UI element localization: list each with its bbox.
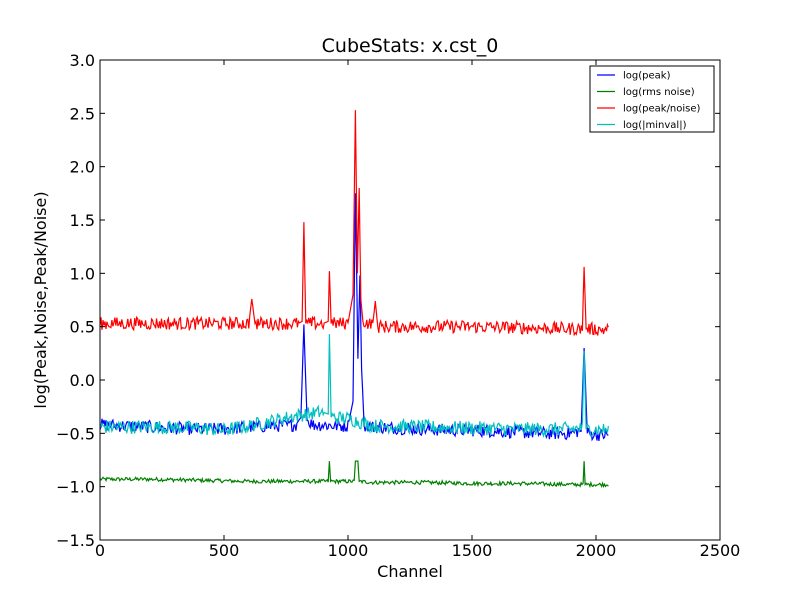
legend-label: log(rms noise) <box>623 87 695 98</box>
series-line-3 <box>99 334 609 439</box>
y-tick-label: −0.5 <box>56 424 95 443</box>
plot-frame <box>99 59 721 541</box>
x-axis-label: Channel <box>377 562 443 581</box>
y-axis-label: log(Peak,Noise,Peak/Noise) <box>31 191 50 408</box>
chart-title: CubeStats: x.cst_0 <box>322 35 499 57</box>
x-tick-label: 2500 <box>700 541 741 560</box>
y-tick-label: −1.0 <box>56 478 95 497</box>
y-tick-label: 0.0 <box>70 371 95 390</box>
y-tick-label: −1.5 <box>56 531 95 550</box>
series-line-0 <box>99 193 609 442</box>
y-tick-label: 1.0 <box>70 264 95 283</box>
legend-label: log(peak) <box>623 71 671 82</box>
x-tick-label: 1500 <box>452 541 493 560</box>
series-line-1 <box>99 460 609 489</box>
y-tick-label: 2.5 <box>70 104 95 123</box>
y-tick-label: 1.5 <box>70 211 95 230</box>
x-tick-label: 0 <box>95 541 105 560</box>
legend: log(peak) log(rms noise) log(peak/noise) lo… <box>589 65 715 133</box>
legend-label: log(|minval|) <box>623 120 687 131</box>
plot-area <box>100 60 720 540</box>
x-tick-label: 1000 <box>328 541 369 560</box>
x-tick-label: 500 <box>209 541 240 560</box>
series-line-2 <box>99 110 609 337</box>
legend-label: log(peak/noise) <box>623 104 701 115</box>
x-tick-label: 2000 <box>576 541 617 560</box>
y-tick-label: 2.0 <box>70 158 95 177</box>
y-tick-label: 0.5 <box>70 318 95 337</box>
tick-layer: 0 500 1000 1500 2000 2500 −1.5 −1.0 −0.5 0.0 0.5 1.… <box>56 51 740 560</box>
y-tick-label: 3.0 <box>70 51 95 70</box>
series-layer <box>99 110 609 489</box>
legend-box <box>589 65 715 133</box>
